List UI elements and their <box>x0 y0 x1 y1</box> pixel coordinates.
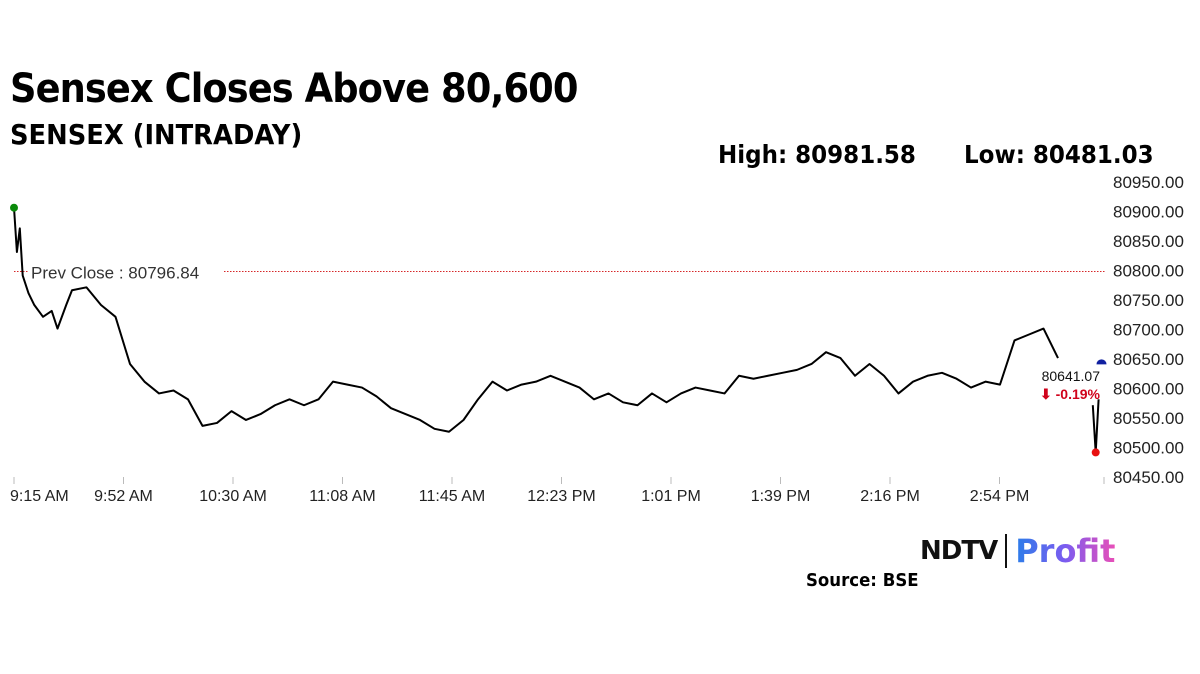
y-tick-label: 80650.00 <box>1113 350 1184 369</box>
logo-divider <box>1005 534 1008 568</box>
x-tick-label: 2:54 PM <box>970 488 1030 505</box>
ndtv-profit-logo: NDTV Profit <box>920 531 1115 571</box>
x-tick-label: 9:52 AM <box>94 488 153 505</box>
y-tick-label: 80900.00 <box>1113 203 1184 222</box>
y-tick-label: 80800.00 <box>1113 262 1184 281</box>
y-tick-label: 80450.00 <box>1113 468 1184 487</box>
logo-ndtv: NDTV <box>920 536 998 566</box>
change-label: ⬇ -0.19% <box>1040 386 1101 402</box>
x-tick-label: 11:08 AM <box>309 488 375 505</box>
last-value-label: 80641.07 <box>1042 368 1101 384</box>
x-tick-label: 1:39 PM <box>751 488 811 505</box>
chart-subtitle: SENSEX (INTRADAY) <box>10 118 303 151</box>
open-marker <box>10 203 18 212</box>
close-marker <box>1096 359 1107 365</box>
price-line <box>13 207 1059 433</box>
low-marker <box>1091 448 1100 457</box>
y-tick-label: 80950.00 <box>1113 173 1184 192</box>
price-line-closing <box>1091 399 1100 453</box>
y-tick-label: 80550.00 <box>1113 409 1184 428</box>
source-label: Source: BSE <box>806 570 919 591</box>
y-tick-label: 80850.00 <box>1113 232 1184 251</box>
x-tick-label: 9:15 AM <box>10 488 69 505</box>
x-tick-label: 12:23 PM <box>527 488 595 505</box>
prev-close-label-bg <box>28 261 224 282</box>
x-tick-label: 10:30 AM <box>199 488 267 505</box>
x-tick-label: 1:01 PM <box>641 488 701 505</box>
low-label: Low: 80481.03 <box>964 140 1154 169</box>
y-tick-label: 80600.00 <box>1113 380 1184 399</box>
high-label: High: 80981.58 <box>718 140 916 169</box>
y-tick-label: 80700.00 <box>1113 321 1184 340</box>
y-tick-label: 80750.00 <box>1113 291 1184 310</box>
chart-title: Sensex Closes Above 80,600 <box>10 66 578 112</box>
y-tick-label: 80500.00 <box>1113 439 1184 458</box>
x-tick-label: 11:45 AM <box>419 488 485 505</box>
x-tick-label: 2:16 PM <box>860 488 920 505</box>
prev-close-label: Prev Close : 80796.84 <box>31 264 199 283</box>
logo-profit: Profit <box>1015 532 1116 570</box>
